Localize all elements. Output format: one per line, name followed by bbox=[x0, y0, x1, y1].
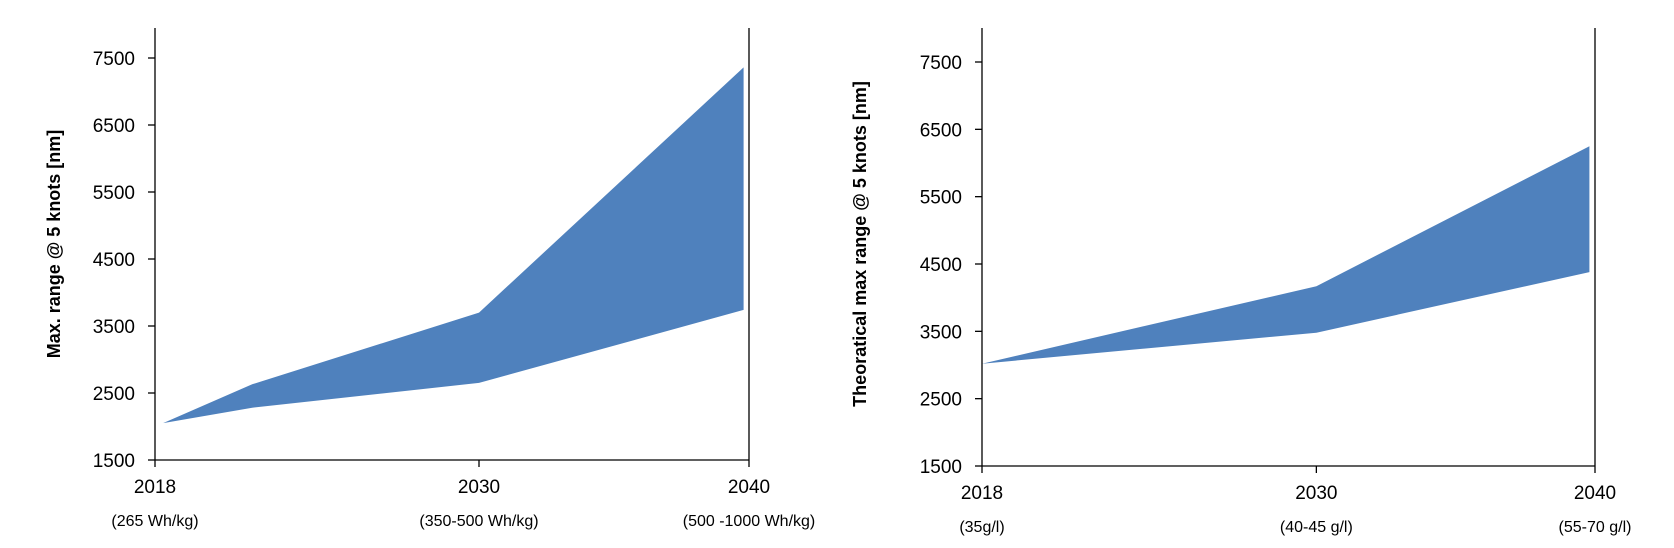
x-tick-sublabel: (55-70 g/l) bbox=[1559, 519, 1632, 536]
y-tick-label: 1500 bbox=[920, 457, 962, 478]
y-tick-label: 2500 bbox=[93, 384, 135, 405]
x-tick-label: 2018 bbox=[134, 477, 176, 498]
x-tick-label: 2018 bbox=[961, 483, 1003, 504]
range-band-area bbox=[163, 67, 744, 424]
x-tick-sublabel: (500 -1000 Wh/kg) bbox=[683, 513, 816, 530]
x-tick-label: 2040 bbox=[1574, 483, 1616, 504]
x-tick-label: 2040 bbox=[728, 477, 770, 498]
y-axis-title: Theoratical max range @ 5 knots [nm] bbox=[850, 81, 870, 407]
x-tick-sublabel: (350-500 Wh/kg) bbox=[419, 513, 538, 530]
x-tick-sublabel: (35g/l) bbox=[959, 519, 1004, 536]
chart-range-hydrogen: 1500 2500 3500 4500 5500 6500 7500 2018 (35g/l)… bbox=[850, 28, 1631, 536]
y-tick-label: 4500 bbox=[920, 255, 962, 276]
y-tick-label: 7500 bbox=[920, 53, 962, 74]
x-tick-label: 2030 bbox=[458, 477, 500, 498]
range-band-area bbox=[982, 146, 1590, 364]
y-tick-label: 6500 bbox=[920, 120, 962, 141]
x-tick-sublabel: (265 Wh/kg) bbox=[111, 513, 198, 530]
y-tick-label: 5500 bbox=[93, 183, 135, 204]
y-tick-label: 5500 bbox=[920, 188, 962, 209]
x-tick-sublabel: (40-45 g/l) bbox=[1280, 519, 1353, 536]
y-tick-label: 3500 bbox=[920, 322, 962, 343]
x-tick-label: 2030 bbox=[1295, 483, 1337, 504]
y-axis-title: Max. range @ 5 knots [nm] bbox=[44, 130, 64, 359]
y-tick-label: 6500 bbox=[93, 116, 135, 137]
chart-range-battery: 1500 2500 3500 4500 5500 6500 7500 2018 (265 Wh… bbox=[44, 28, 815, 530]
y-tick-label: 2500 bbox=[920, 390, 962, 411]
y-tick-label: 7500 bbox=[93, 49, 135, 70]
y-tick-label: 4500 bbox=[93, 250, 135, 271]
y-tick-label: 1500 bbox=[93, 451, 135, 472]
y-tick-label: 3500 bbox=[93, 317, 135, 338]
